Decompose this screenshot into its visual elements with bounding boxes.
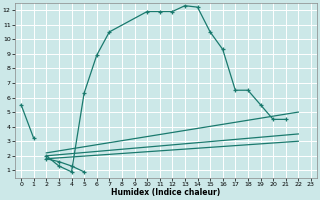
- X-axis label: Humidex (Indice chaleur): Humidex (Indice chaleur): [111, 188, 221, 197]
